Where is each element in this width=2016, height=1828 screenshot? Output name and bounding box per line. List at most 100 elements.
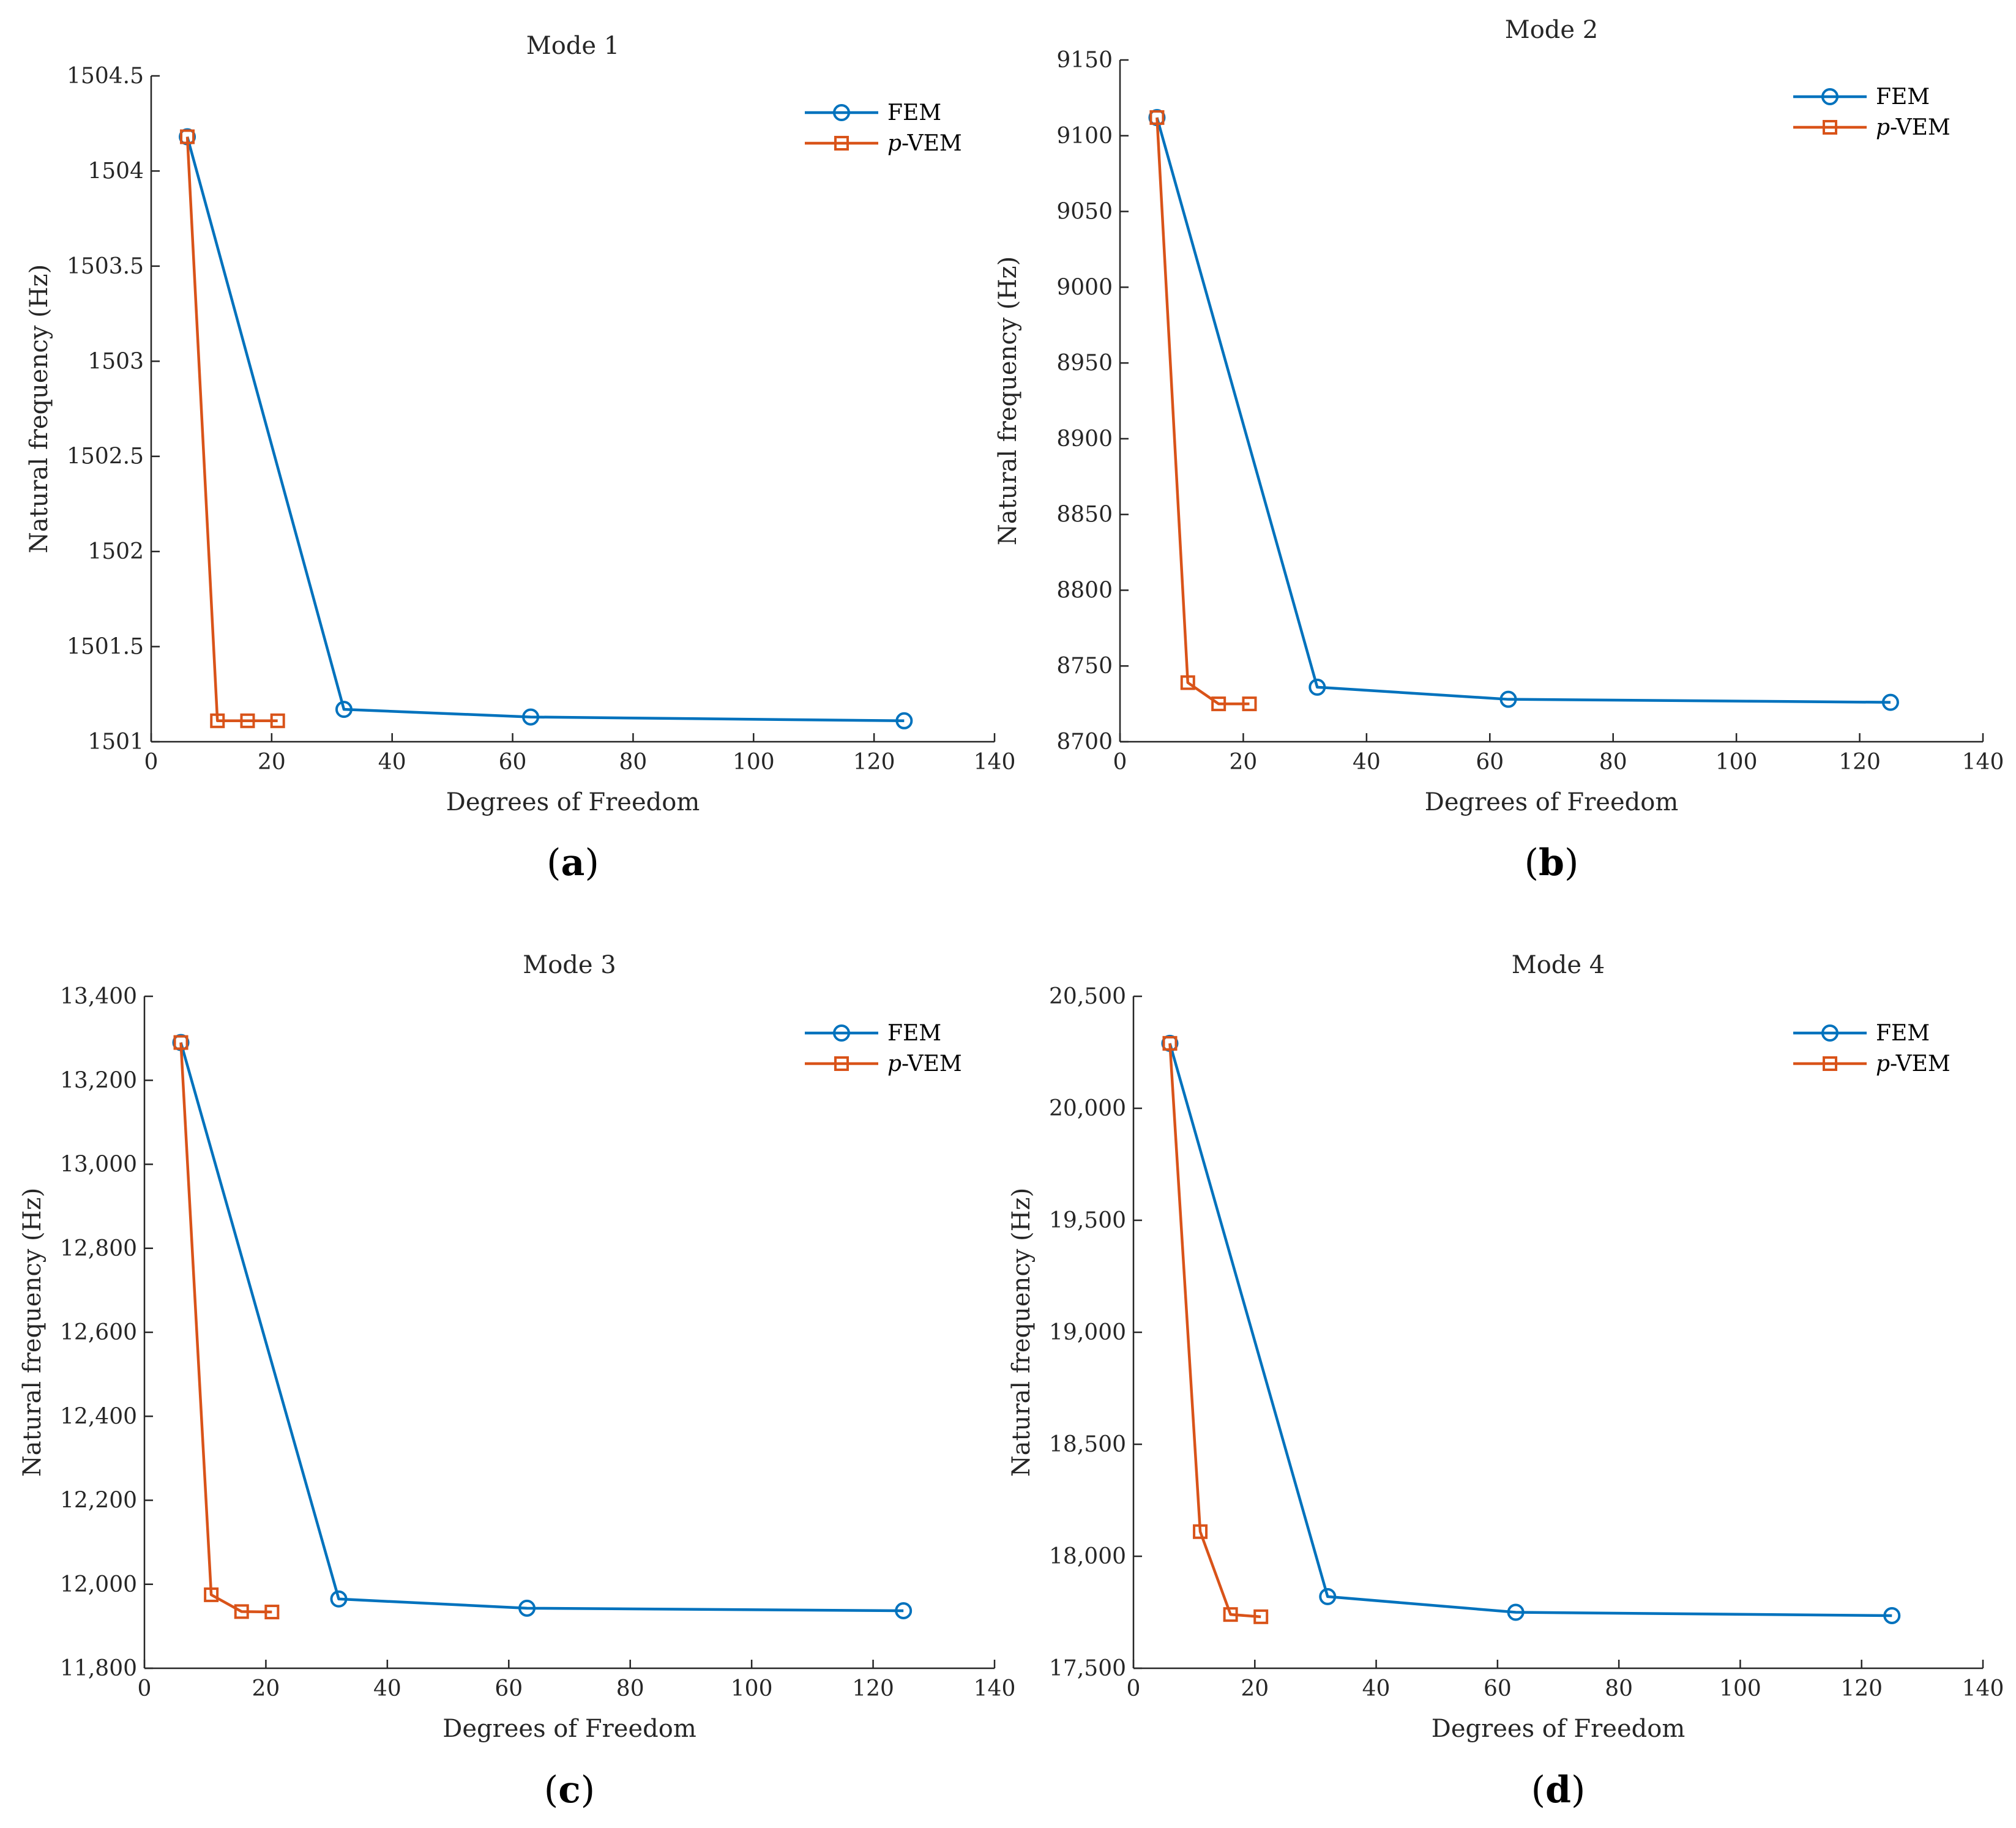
data-point-fem (895, 1602, 913, 1619)
y-tick-label: 17,500 (1049, 1656, 1126, 1681)
series-line-pvem (1155, 117, 1250, 706)
data-point-pvem (1253, 1609, 1269, 1624)
x-tick-label: 140 (1962, 750, 2004, 775)
y-tick-label: 12,600 (60, 1320, 137, 1345)
y-tick-label: 1504 (88, 159, 144, 184)
legend-label-fem: FEM (887, 1021, 941, 1046)
x-tick-label: 20 (1230, 750, 1258, 775)
x-tick-label: 20 (258, 750, 286, 775)
legend-label-fem: FEM (887, 100, 941, 125)
x-tick-label: 120 (1840, 1676, 1883, 1701)
x-tick-label: 40 (1353, 750, 1381, 775)
panel-label: (c) (544, 1769, 595, 1811)
x-tick-label: 40 (1362, 1676, 1391, 1701)
data-point-fem (330, 1590, 348, 1608)
chart-title: Mode 3 (523, 951, 616, 979)
y-tick-label: 1502 (88, 539, 144, 564)
x-axis-label: Degrees of Freedom (1432, 1715, 1686, 1743)
y-tick-label: 12,000 (60, 1572, 137, 1597)
data-point-pvem (270, 713, 285, 728)
data-point-pvem (1162, 1035, 1178, 1051)
panel-label: (b) (1525, 841, 1579, 884)
legend-label-fem: FEM (1876, 84, 1930, 110)
legend-label-pvem: p-VEM (887, 131, 962, 156)
y-tick-label: 12,400 (60, 1404, 137, 1429)
legend-marker-fem (833, 104, 850, 121)
y-tick-label: 20,000 (1049, 1096, 1126, 1121)
x-tick-label: 40 (373, 1676, 401, 1701)
x-tick-label: 60 (1484, 1676, 1512, 1701)
x-tick-label: 80 (1599, 750, 1627, 775)
chart-panel-d: 0 20 40 60 80 100 120 140 17,500 18,000 18,500 19,0… (1007, 951, 2004, 1743)
x-tick-label: 140 (974, 1676, 1016, 1701)
y-tick-label: 8800 (1056, 578, 1113, 603)
y-tick-label: 20,500 (1049, 984, 1126, 1009)
x-tick-label: 60 (495, 1676, 523, 1701)
x-axis-label: Degrees of Freedom (442, 1715, 696, 1743)
chart-title: Mode 1 (526, 32, 619, 60)
legend-marker-pvem (1823, 120, 1837, 135)
x-tick-label: 20 (1241, 1676, 1269, 1701)
y-tick-label: 13,200 (60, 1068, 137, 1093)
series-line-fem (1168, 1043, 1892, 1617)
data-point-pvem (240, 713, 255, 728)
legend-marker-fem (1821, 1024, 1839, 1042)
x-tick-label: 60 (499, 750, 527, 775)
data-point-pvem (180, 129, 195, 144)
data-point-fem (518, 1599, 536, 1617)
series-line-fem (179, 1042, 904, 1613)
x-tick-label: 100 (1715, 750, 1758, 775)
data-point-fem (335, 701, 353, 718)
y-tick-label: 9100 (1056, 124, 1113, 149)
y-tick-label: 1501.5 (67, 635, 144, 660)
y-tick-label: 19,000 (1049, 1320, 1126, 1345)
y-tick-label: 13,000 (60, 1152, 137, 1177)
y-tick-label: 13,400 (60, 984, 137, 1009)
y-tick-label: 18,000 (1049, 1544, 1126, 1569)
x-tick-label: 100 (733, 750, 775, 775)
y-tick-label: 1501 (88, 729, 144, 755)
x-tick-label: 80 (616, 1676, 644, 1701)
data-point-fem (1883, 1606, 1901, 1624)
y-tick-label: 8750 (1056, 654, 1113, 679)
series-line-fem (185, 136, 905, 723)
y-tick-label: 9150 (1056, 48, 1113, 73)
data-point-pvem (1149, 110, 1165, 125)
legend-label-pvem: p-VEM (1876, 115, 1951, 140)
y-tick-label: 11,800 (60, 1656, 137, 1681)
panel-label: (d) (1531, 1769, 1586, 1811)
data-point-pvem (264, 1605, 280, 1620)
chart-panel-a: 0 20 40 60 80 100 120 140 1501 1501.5 1502 1502.5 15… (25, 32, 1015, 816)
series-line-pvem (185, 136, 278, 723)
y-tick-label: 12,800 (60, 1236, 137, 1261)
x-tick-label: 20 (252, 1676, 280, 1701)
data-point-pvem (1211, 696, 1226, 712)
data-point-fem (1319, 1587, 1337, 1605)
y-tick-label: 9050 (1056, 200, 1113, 225)
y-tick-label: 18,500 (1049, 1432, 1126, 1457)
data-point-fem (1309, 678, 1326, 696)
x-axis-label: Degrees of Freedom (446, 788, 700, 816)
data-point-fem (1881, 693, 1899, 711)
y-tick-label: 1503 (88, 349, 144, 374)
legend-marker-pvem (834, 136, 849, 151)
x-tick-label: 140 (974, 750, 1016, 775)
panel-label: (a) (547, 841, 599, 884)
y-tick-label: 19,500 (1049, 1208, 1126, 1233)
x-tick-label: 0 (144, 750, 159, 775)
data-point-fem (895, 712, 913, 729)
x-tick-label: 0 (138, 1676, 152, 1701)
series-line-pvem (1168, 1043, 1261, 1619)
data-point-pvem (1180, 675, 1195, 690)
data-point-pvem (1242, 696, 1257, 712)
y-tick-label: 9000 (1056, 275, 1113, 300)
legend-marker-fem (833, 1024, 850, 1042)
x-tick-label: 0 (1113, 750, 1127, 775)
x-axis-label: Degrees of Freedom (1425, 788, 1679, 816)
x-tick-label: 100 (731, 1676, 773, 1701)
chart-title: Mode 4 (1512, 951, 1605, 979)
chart-title: Mode 2 (1505, 16, 1598, 44)
y-axis-label: Natural frequency (Hz) (25, 264, 53, 553)
x-tick-label: 60 (1476, 750, 1504, 775)
legend-label-fem: FEM (1876, 1021, 1930, 1046)
